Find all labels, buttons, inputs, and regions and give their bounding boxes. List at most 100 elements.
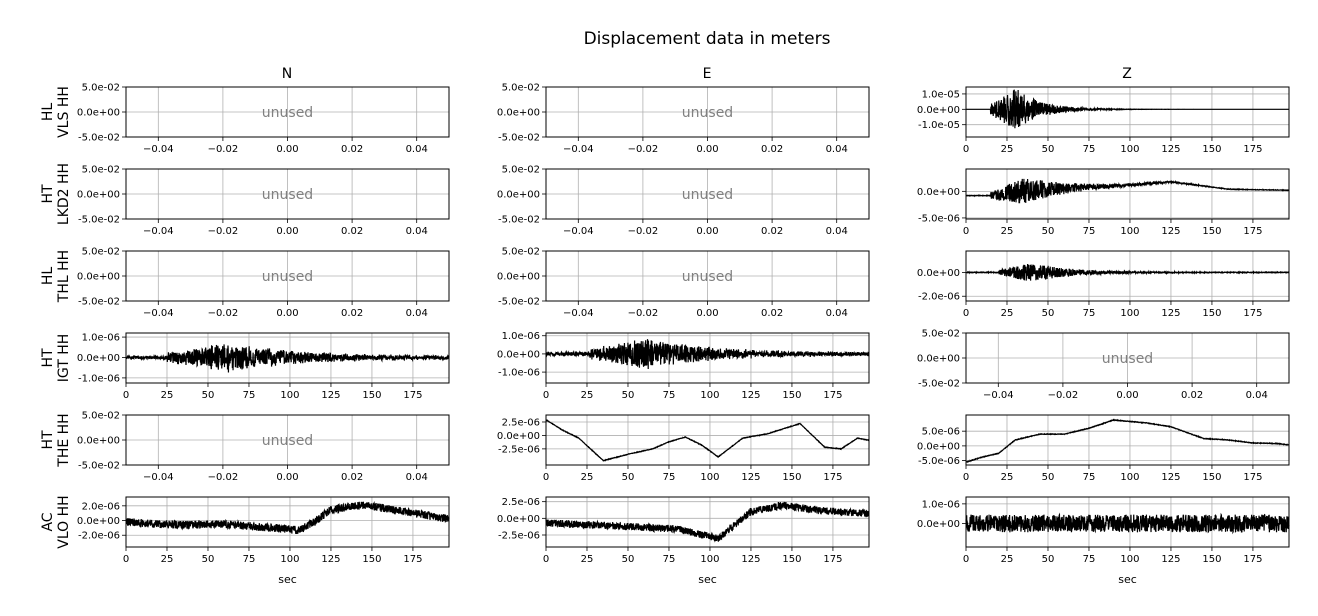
x-axis-label: sec bbox=[278, 573, 297, 586]
x-tick-label: −0.02 bbox=[628, 308, 659, 319]
column-title-n: N bbox=[282, 66, 292, 82]
x-tick-label: −0.02 bbox=[1048, 390, 1079, 401]
x-tick-label: 0.04 bbox=[406, 144, 428, 155]
x-tick-label: −0.02 bbox=[208, 144, 239, 155]
panel-r0-c1: unused −0.04 −0.02 0.00 0.02 0.04 5.0e-02 0.0e+… bbox=[497, 83, 870, 155]
y-tick-label: -1.0e-06 bbox=[78, 373, 120, 384]
y-tick-label: 5.0e-02 bbox=[82, 83, 120, 94]
row-label-network: HT bbox=[40, 348, 56, 368]
x-tick-label: 25 bbox=[161, 390, 174, 401]
waveform-trace bbox=[125, 344, 450, 373]
x-tick-label: 0.02 bbox=[341, 144, 363, 155]
row-label-station: THL HH bbox=[56, 250, 72, 303]
y-tick-label: 0.0e+00 bbox=[77, 353, 120, 364]
axes-frame bbox=[965, 414, 1290, 466]
y-tick-label: 5.0e-02 bbox=[502, 165, 540, 176]
x-tick-label: 25 bbox=[161, 554, 174, 565]
y-tick-label: 0.0e+00 bbox=[917, 105, 960, 116]
x-tick-label: 0.00 bbox=[696, 226, 718, 237]
x-tick-label: −0.02 bbox=[208, 308, 239, 319]
axes-frame bbox=[965, 168, 1290, 220]
axes-frame bbox=[545, 332, 870, 384]
y-tick-label: 0.0e+00 bbox=[77, 272, 120, 283]
y-tick-label: 5.0e-02 bbox=[82, 247, 120, 258]
x-tick-label: 25 bbox=[1001, 226, 1014, 237]
y-tick-label: -5.0e-02 bbox=[918, 379, 960, 390]
x-tick-label: 150 bbox=[1202, 472, 1221, 483]
x-tick-label: 50 bbox=[1042, 226, 1055, 237]
x-tick-label: 75 bbox=[663, 472, 676, 483]
y-tick-label: 2.0e-06 bbox=[82, 501, 120, 512]
x-tick-label: 100 bbox=[700, 472, 719, 483]
panel-r0-c2: 0 25 50 75 100 125 150 175 1.0e-05 0.0e+00 -1.0e-0… bbox=[917, 86, 1290, 155]
x-tick-label: 0.04 bbox=[826, 308, 848, 319]
y-tick-label: 0.0e+00 bbox=[917, 519, 960, 530]
y-tick-label: 0.0e+00 bbox=[77, 516, 120, 527]
unused-label: unused bbox=[682, 269, 733, 285]
x-tick-label: 150 bbox=[1202, 226, 1221, 237]
y-tick-label: -5.0e-02 bbox=[78, 297, 120, 308]
axes-frame bbox=[125, 496, 450, 548]
x-tick-label: 125 bbox=[1161, 226, 1180, 237]
x-tick-label: −0.04 bbox=[563, 144, 594, 155]
x-tick-label: 100 bbox=[280, 390, 299, 401]
column-title-z: Z bbox=[1122, 66, 1132, 82]
panel-r2-c1: unused −0.04 −0.02 0.00 0.02 0.04 5.0e-02 0.0e+… bbox=[497, 247, 870, 319]
x-tick-label: 75 bbox=[243, 554, 256, 565]
waveform-trace bbox=[966, 89, 1289, 129]
row-label-network: HT bbox=[40, 430, 56, 450]
x-tick-label: 150 bbox=[782, 554, 801, 565]
y-tick-label: -2.5e-06 bbox=[498, 444, 540, 455]
x-tick-label: 125 bbox=[1161, 554, 1180, 565]
y-tick-label: 5.0e-02 bbox=[82, 165, 120, 176]
figure-title: Displacement data in meters bbox=[584, 29, 831, 49]
y-tick-label: -5.0e-06 bbox=[918, 213, 960, 224]
y-tick-label: 0.0e+00 bbox=[77, 108, 120, 119]
x-tick-label: 0.04 bbox=[1246, 390, 1268, 401]
waveform-trace bbox=[125, 501, 450, 534]
x-tick-label: 0.02 bbox=[341, 472, 363, 483]
panel-r1-c0: unused −0.04 −0.02 0.00 0.02 0.04 5.0e-02 0.0e+… bbox=[77, 165, 450, 237]
x-tick-label: 0.02 bbox=[761, 226, 783, 237]
panel-r1-c1: unused −0.04 −0.02 0.00 0.02 0.04 5.0e-02 0.0e+… bbox=[497, 165, 870, 237]
panel-r4-c2: 0 25 50 75 100 125 150 175 5.0e-06 0.0e+00 -5.0e-0… bbox=[917, 414, 1290, 483]
x-tick-label: −0.02 bbox=[208, 226, 239, 237]
panel-r2-c0: unused −0.04 −0.02 0.00 0.02 0.04 5.0e-02 0.0e+… bbox=[77, 247, 450, 319]
x-tick-label: 100 bbox=[1120, 226, 1139, 237]
panel-grid: unused −0.04 −0.02 0.00 0.02 0.04 5.0e-02 0.0e+… bbox=[77, 83, 1290, 586]
x-tick-label: 100 bbox=[1120, 554, 1139, 565]
x-tick-label: −0.04 bbox=[143, 144, 174, 155]
x-tick-label: 125 bbox=[741, 390, 760, 401]
x-tick-label: 50 bbox=[202, 390, 215, 401]
row-label-2: HL THL HH bbox=[40, 250, 72, 303]
unused-label: unused bbox=[262, 105, 313, 121]
x-tick-label: −0.04 bbox=[563, 226, 594, 237]
panel-r0-c0: unused −0.04 −0.02 0.00 0.02 0.04 5.0e-02 0.0e+… bbox=[77, 83, 450, 155]
axes-frame bbox=[965, 250, 1290, 302]
panel-r4-c1: 0 25 50 75 100 125 150 175 2.5e-06 0.0e+00 -2.5e-0… bbox=[497, 414, 870, 483]
y-tick-label: -5.0e-02 bbox=[498, 297, 540, 308]
x-tick-label: 0 bbox=[963, 226, 969, 237]
x-tick-label: 0 bbox=[543, 554, 549, 565]
x-tick-label: 125 bbox=[321, 554, 340, 565]
row-label-network: HL bbox=[40, 267, 56, 286]
y-tick-label: 1.0e-06 bbox=[82, 333, 120, 344]
x-tick-label: 0.02 bbox=[1181, 390, 1203, 401]
panel-r3-c1: 0 25 50 75 100 125 150 175 1.0e-06 0.0e+00 -1.0e-0… bbox=[497, 331, 870, 401]
x-tick-label: 25 bbox=[1001, 308, 1014, 319]
y-tick-label: 1.0e-05 bbox=[922, 89, 960, 100]
x-tick-label: 0.02 bbox=[341, 308, 363, 319]
panel-r1-c2: 0 25 50 75 100 125 150 175 0.0e+00 -5.0e-06 bbox=[917, 168, 1290, 237]
y-tick-label: 0.0e+00 bbox=[917, 187, 960, 198]
x-tick-label: 0.02 bbox=[761, 144, 783, 155]
y-tick-label: 5.0e-02 bbox=[502, 247, 540, 258]
y-tick-label: -5.0e-02 bbox=[498, 215, 540, 226]
y-tick-label: -2.0e-06 bbox=[918, 292, 960, 303]
x-tick-label: 50 bbox=[622, 390, 635, 401]
x-tick-label: 0.04 bbox=[826, 144, 848, 155]
x-tick-label: 25 bbox=[1001, 144, 1014, 155]
y-tick-label: 5.0e-02 bbox=[82, 411, 120, 422]
y-tick-label: 0.0e+00 bbox=[497, 190, 540, 201]
panel-r3-c2: unused −0.04 −0.02 0.00 0.02 0.04 5.0e-02 0.0e+… bbox=[917, 329, 1290, 401]
waveform-trace bbox=[545, 419, 870, 462]
